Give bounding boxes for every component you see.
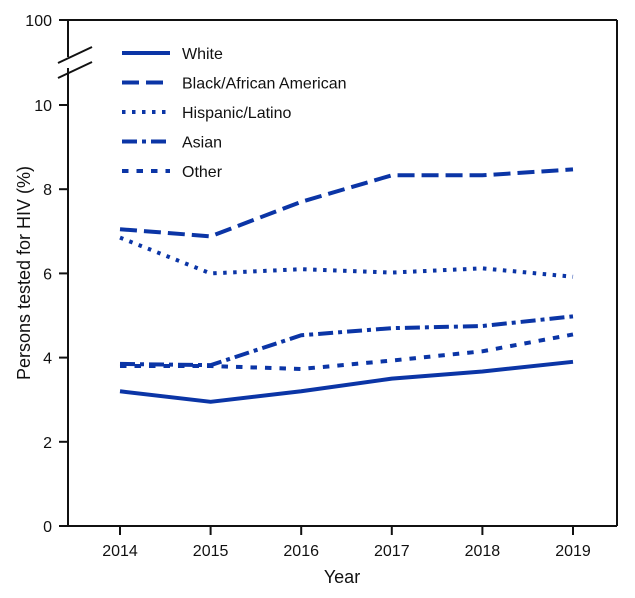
y-tick-label-4: 4 [43, 351, 52, 368]
y-tick-label-100: 100 [25, 13, 52, 30]
data-point-black-african-american-2015 [210, 236, 211, 237]
legend-label-black-african-american: Black/African American [182, 76, 347, 93]
y-tick-label-8: 8 [43, 182, 52, 199]
axis-break-mark [56, 46, 93, 79]
series-line-black-african-american [119, 167, 574, 239]
data-point-asian-2017 [391, 328, 392, 329]
y-ticks: 0 2 4 6 8 10 [34, 98, 68, 536]
data-point-asian-2018 [482, 326, 483, 327]
x-axis-title: Year [324, 567, 360, 587]
legend-label-hispanic-latino: Hispanic/Latino [182, 105, 292, 122]
data-point-other-2017 [391, 360, 392, 361]
data-point-hispanic-latino-2017 [391, 272, 392, 273]
y-tick-label-2: 2 [43, 435, 52, 452]
data-point-black-african-american-2016 [301, 201, 302, 202]
series-line-white [119, 359, 574, 404]
x-tick-label-2017: 2017 [374, 543, 410, 560]
x-ticks: 2014 2015 2016 2017 2018 2019 [102, 526, 591, 560]
legend: White Black/African American Hispanic/Lati… [122, 46, 347, 181]
y-tick-label-10: 10 [34, 98, 52, 115]
y-axis-title: Persons tested for HIV (%) [14, 166, 34, 380]
legend-label-asian: Asian [182, 135, 222, 152]
series-line-other [120, 332, 574, 371]
data-point-hispanic-latino-2018 [482, 268, 483, 269]
data-point-other-2016 [301, 368, 302, 369]
y-tick-label-0: 0 [43, 519, 52, 536]
legend-label-other: Other [182, 164, 223, 181]
y-tick-label-6: 6 [43, 266, 52, 283]
x-tick-label-2016: 2016 [283, 543, 319, 560]
data-point-black-african-american-2017 [391, 175, 392, 176]
x-tick-label-2018: 2018 [465, 543, 501, 560]
series-line-hispanic-latino [119, 235, 574, 279]
data-point-hispanic-latino-2016 [301, 269, 302, 270]
series-line-asian [119, 314, 574, 368]
data-point-hispanic-latino-2015 [210, 273, 211, 274]
x-tick-label-2014: 2014 [102, 543, 138, 560]
legend-label-white: White [182, 46, 223, 63]
series-lines [119, 167, 574, 404]
x-tick-label-2019: 2019 [555, 543, 591, 560]
x-tick-label-2015: 2015 [193, 543, 229, 560]
